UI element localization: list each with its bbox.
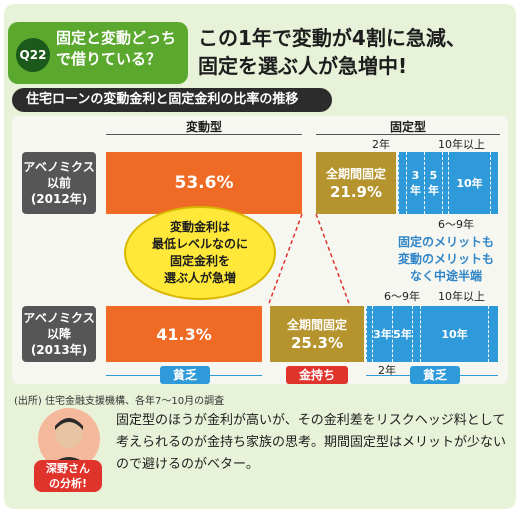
merit-note: 固定のメリットも 変動のメリットも なく中途半端 <box>394 234 498 285</box>
tag-line-poor2-left <box>366 375 410 376</box>
bubble-line1: 変動金利は <box>169 220 230 234</box>
fullfixed-label-2013: 全期間固定 <box>286 318 347 332</box>
tag-line-poor1-right <box>210 375 262 376</box>
row2-label-line3: (2013年) <box>30 343 88 357</box>
label-2yr-bottom: 2年 <box>378 364 396 377</box>
seg-10yr-2013: 10年 <box>420 306 488 362</box>
headline-line2: 固定を選ぶ人が急増中! <box>198 54 408 78</box>
label-10plus-top: 10年以上 <box>438 138 485 151</box>
label-2yr-top: 2年 <box>372 138 390 151</box>
bar-fullfixed-2013: 全期間固定 25.3% <box>270 306 364 362</box>
row1-label-line3: (2012年) <box>30 192 88 206</box>
person-line2: の分析! <box>48 477 88 490</box>
seg-2yr-2012 <box>398 152 406 214</box>
seg-3yr-2013: 3年 <box>372 306 392 362</box>
seg-5yr-2013: 5年 <box>392 306 412 362</box>
label-6-9yr-row1: 6〜9年 <box>438 218 474 231</box>
row-label-2013: アベノミクス 以降 (2013年) <box>22 306 96 362</box>
label-10plus-row2: 10年以上 <box>438 290 485 303</box>
row2-label-line1: アベノミクス <box>23 311 95 325</box>
merit-line2: 変動のメリットも <box>397 252 494 266</box>
bar-variable-2013: 41.3% <box>106 306 262 362</box>
bubble-line2: 最低レベルなのに <box>151 237 248 251</box>
seg-5yr-2012: 5年 <box>424 152 442 214</box>
fullfixed-value-2012: 21.9% <box>329 183 383 201</box>
speech-bubble: 変動金利は 最低レベルなのに 固定金利を 選ぶ人が急増 <box>124 206 276 300</box>
chart-title: 住宅ローンの変動金利と固定金利の比率の推移 <box>12 88 332 112</box>
seg-10yr-2012: 10年 <box>448 152 490 214</box>
variable-header: 変動型 <box>185 120 222 134</box>
seg-10plus-2012 <box>490 152 498 214</box>
bar-variable-2012: 53.6% <box>106 152 302 214</box>
seg-10plus-2013 <box>488 306 498 362</box>
fixed-header-line <box>316 134 500 135</box>
bar-fullfixed-2012: 全期間固定 21.9% <box>316 152 396 214</box>
seg-3yr-2012: 3年 <box>406 152 424 214</box>
question-text: 固定と変動どっち で借りている？ <box>56 28 186 70</box>
connector-right <box>315 213 351 307</box>
tag-poor-fixed: 貧乏 <box>410 366 460 384</box>
tag-line-poor1-left <box>106 375 160 376</box>
label-6-9yr-row2: 6〜9年 <box>384 290 420 303</box>
question-number: Q22 <box>16 38 50 72</box>
seg-6-9yr-2013 <box>412 306 420 362</box>
headline-line1: この1年で変動が4割に急減、 <box>198 26 466 50</box>
analysis-comment: 固定型のほうが金利が高いが、その金利差をリスクヘッジ料として考えられるのが金持ち… <box>116 413 507 472</box>
analysis-badge: 深野さん の分析! <box>34 460 102 492</box>
merit-line1: 固定のメリットも <box>397 235 494 249</box>
merit-line3: なく中途半端 <box>409 269 482 283</box>
question-line2: で借りている？ <box>56 50 162 68</box>
row2-label-line2: 以降 <box>46 327 71 341</box>
fullfixed-value-2013: 25.3% <box>290 334 344 352</box>
variable-header-line <box>106 134 302 135</box>
fullfixed-label-2012: 全期間固定 <box>325 167 386 181</box>
tag-line-poor2-right <box>460 375 498 376</box>
person-line1: 深野さん <box>46 462 90 475</box>
tag-rich: 金持ち <box>286 366 348 384</box>
source-note: (出所) 住宅金融支援機構、各年7〜10月の調査 <box>14 396 225 407</box>
headline: この1年で変動が4割に急減、 固定を選ぶ人が急増中! <box>198 24 516 80</box>
tag-poor-variable: 貧乏 <box>160 366 210 384</box>
fixed-header: 固定型 <box>389 120 426 134</box>
question-line1: 固定と変動どっち <box>56 29 177 47</box>
bubble-line4: 選ぶ人が急増 <box>163 271 236 285</box>
seg-6-9yr-2012 <box>442 152 448 214</box>
bubble-line3: 固定金利を <box>169 254 230 268</box>
seg-2yr-2013 <box>366 306 372 362</box>
connector-left <box>267 213 303 307</box>
row-label-2012: アベノミクス 以前 (2012年) <box>22 152 96 214</box>
row1-label-line1: アベノミクス <box>23 160 95 174</box>
row1-label-line2: 以前 <box>46 176 71 190</box>
